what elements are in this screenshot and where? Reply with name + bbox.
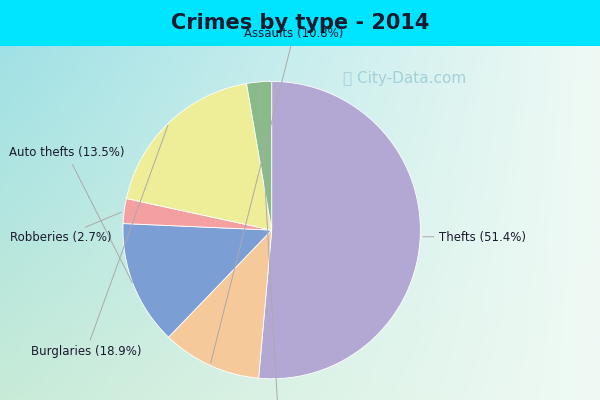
Text: Auto thefts (13.5%): Auto thefts (13.5%) bbox=[9, 146, 133, 283]
Wedge shape bbox=[127, 84, 272, 230]
Text: Rapes (2.7%): Rapes (2.7%) bbox=[239, 85, 319, 400]
Wedge shape bbox=[123, 224, 272, 337]
Text: Crimes by type - 2014: Crimes by type - 2014 bbox=[171, 13, 429, 33]
Text: Thefts (51.4%): Thefts (51.4%) bbox=[423, 231, 526, 244]
Wedge shape bbox=[247, 82, 272, 230]
Text: Burglaries (18.9%): Burglaries (18.9%) bbox=[31, 125, 168, 358]
Text: ⓘ City-Data.com: ⓘ City-Data.com bbox=[343, 71, 466, 86]
Wedge shape bbox=[259, 82, 421, 379]
Text: Robberies (2.7%): Robberies (2.7%) bbox=[10, 212, 122, 244]
Text: Assaults (10.8%): Assaults (10.8%) bbox=[211, 27, 344, 363]
Wedge shape bbox=[169, 230, 272, 378]
Wedge shape bbox=[123, 198, 272, 230]
